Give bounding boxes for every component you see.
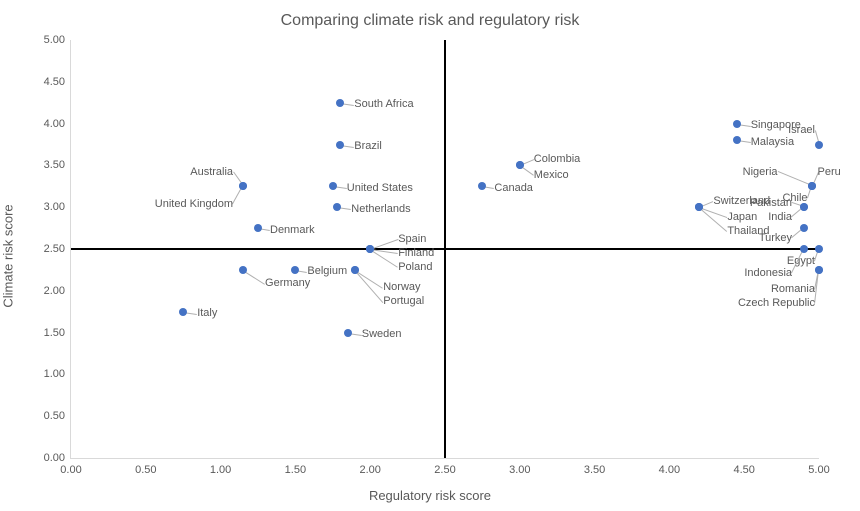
x-tick-label: 5.00 <box>808 458 829 476</box>
data-point <box>800 203 808 211</box>
data-point-label: India <box>768 212 792 223</box>
data-point-label: Colombia <box>534 154 580 165</box>
y-tick-label: 1.50 <box>44 327 71 339</box>
y-tick-label: 3.50 <box>44 159 71 171</box>
data-point-label: Belgium <box>307 266 347 277</box>
x-tick-label: 0.50 <box>135 458 156 476</box>
data-point-label: Romania <box>771 284 815 295</box>
data-point <box>733 136 741 144</box>
data-point-label: Finland <box>398 248 434 259</box>
data-point-label: Peru <box>818 167 841 178</box>
x-tick-label: 1.50 <box>285 458 306 476</box>
data-point <box>351 266 359 274</box>
data-point-label: Canada <box>494 183 533 194</box>
data-point <box>239 182 247 190</box>
data-point <box>291 266 299 274</box>
x-axis-label: Regulatory risk score <box>0 488 860 503</box>
data-point <box>366 245 374 253</box>
data-point <box>808 182 816 190</box>
data-point <box>800 224 808 232</box>
x-tick-label: 3.50 <box>584 458 605 476</box>
data-point-label: Poland <box>398 262 432 273</box>
data-point-label: Brazil <box>354 141 382 152</box>
data-point-label: Turkey <box>759 233 792 244</box>
x-tick-label: 2.50 <box>434 458 455 476</box>
data-point <box>239 266 247 274</box>
x-tick-label: 3.00 <box>509 458 530 476</box>
data-point <box>344 329 352 337</box>
y-tick-label: 4.00 <box>44 118 71 130</box>
y-tick-label: 0.00 <box>44 452 71 464</box>
leader-line <box>699 207 728 232</box>
data-point-label: Egypt <box>787 256 815 267</box>
y-tick-label: 1.00 <box>44 368 71 380</box>
data-point-label: Mexico <box>534 170 569 181</box>
y-tick-label: 2.50 <box>44 243 71 255</box>
data-point <box>815 266 823 274</box>
data-point-label: Norway <box>383 282 420 293</box>
data-point-label: Malaysia <box>751 137 794 148</box>
data-point-label: Australia <box>190 167 233 178</box>
data-point-label: Denmark <box>270 225 315 236</box>
data-point-label: Sweden <box>362 329 402 340</box>
y-tick-label: 5.00 <box>44 34 71 46</box>
x-tick-label: 4.50 <box>733 458 754 476</box>
data-point <box>179 308 187 316</box>
data-point-label: Nigeria <box>743 167 778 178</box>
data-point-label: Spain <box>398 234 426 245</box>
data-point-label: Netherlands <box>351 204 410 215</box>
data-point <box>733 120 741 128</box>
y-axis-label: Climate risk score <box>1 204 16 307</box>
quadrant-line-horizontal <box>71 248 819 250</box>
scatter-chart: Comparing climate risk and regulatory ri… <box>0 0 860 511</box>
y-tick-label: 3.00 <box>44 201 71 213</box>
data-point <box>815 141 823 149</box>
x-tick-label: 1.00 <box>210 458 231 476</box>
data-point <box>478 182 486 190</box>
data-point-label: Chile <box>782 193 807 204</box>
data-point-label: Germany <box>265 278 310 289</box>
data-point-label: South Africa <box>354 99 413 110</box>
data-point <box>254 224 262 232</box>
data-point-label: Japan <box>727 212 757 223</box>
chart-title: Comparing climate risk and regulatory ri… <box>0 12 860 30</box>
data-point <box>800 245 808 253</box>
data-point <box>695 203 703 211</box>
data-point-label: Czech Republic <box>738 298 815 309</box>
data-point-label: Portugal <box>383 296 424 307</box>
y-tick-label: 4.50 <box>44 76 71 88</box>
data-point <box>336 99 344 107</box>
data-point-label: Indonesia <box>744 268 792 279</box>
data-point-label: Italy <box>197 308 217 319</box>
y-tick-label: 2.00 <box>44 285 71 297</box>
data-point <box>329 182 337 190</box>
y-tick-label: 0.50 <box>44 410 71 422</box>
data-point <box>815 245 823 253</box>
data-point <box>516 161 524 169</box>
x-tick-label: 4.00 <box>659 458 680 476</box>
data-point <box>333 203 341 211</box>
data-point-label: United States <box>347 183 413 194</box>
data-point-label: United Kingdom <box>155 199 233 210</box>
x-tick-label: 2.00 <box>359 458 380 476</box>
data-point <box>336 141 344 149</box>
data-point-label: Israel <box>788 125 815 136</box>
plot-area: 0.000.501.001.502.002.503.003.504.004.50… <box>70 40 819 459</box>
